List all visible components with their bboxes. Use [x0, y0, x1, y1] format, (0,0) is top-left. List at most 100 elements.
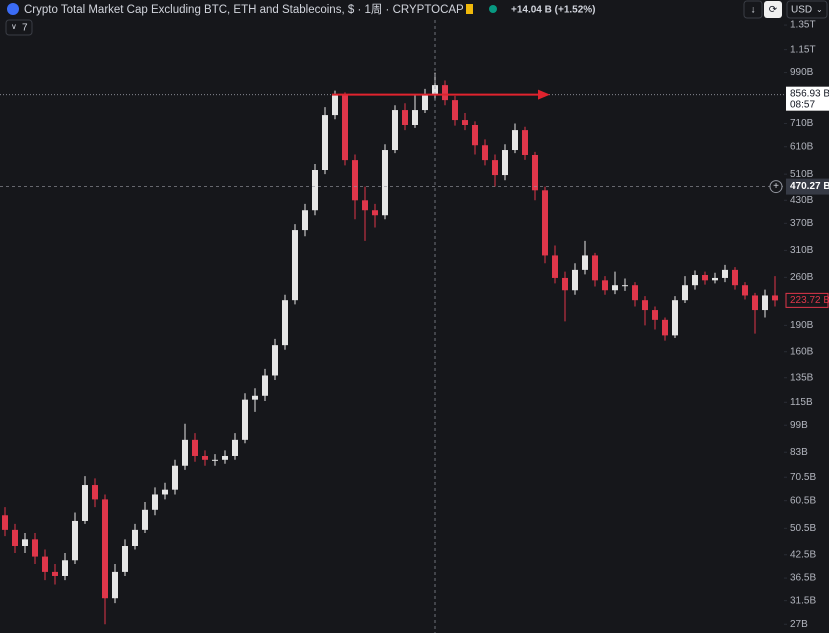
y-tick-label: 370B	[790, 218, 814, 229]
candle-body	[192, 439, 198, 456]
candle-body	[452, 100, 458, 121]
chart-title: Crypto Total Market Cap Excluding BTC, E…	[24, 3, 464, 16]
y-tick-label: 99B	[790, 420, 808, 431]
candle-body	[22, 539, 28, 547]
currency-button[interactable]	[786, 0, 828, 19]
candle-body	[692, 275, 698, 286]
candle-body	[322, 115, 328, 171]
y-tick-label: 50.5B	[790, 523, 816, 534]
candle-body	[622, 285, 628, 287]
last-price-label: 223.72 B	[790, 295, 829, 306]
crosshair-label-box	[786, 178, 829, 195]
candle-body	[372, 210, 378, 216]
candle-body	[572, 269, 578, 291]
arrow-head	[538, 89, 550, 100]
price-change: +14.04 B (+1.52%)	[511, 5, 596, 16]
candle-body	[182, 439, 188, 466]
candle-body	[122, 546, 128, 572]
candle-body	[492, 160, 498, 176]
candle-body	[652, 310, 658, 320]
y-tick-label: 36.5B	[790, 573, 816, 584]
candle-body	[212, 459, 218, 461]
candle-body	[292, 230, 298, 301]
price-scale: 1.35T 1.15T 990B 710B 610B 510B 430B 370B 310B 26…	[769, 20, 829, 630]
y-tick-label: 31.5B	[790, 595, 816, 606]
y-tick-label: 1.35T	[790, 20, 816, 31]
candle-body	[552, 255, 558, 278]
candle-body	[562, 277, 568, 291]
currency-caret: ⌄	[816, 5, 823, 14]
candle-body	[312, 170, 318, 211]
candle-body	[342, 95, 348, 161]
y-tick-label: 42.5B	[790, 549, 816, 560]
download-button[interactable]	[743, 0, 763, 19]
y-tick-label: 27B	[790, 619, 808, 630]
marker-label-box	[786, 86, 829, 111]
marker-countdown: 08:57	[790, 99, 815, 110]
y-tick-label: 83B	[790, 447, 808, 458]
marker-label: 856.93 B	[790, 88, 829, 99]
candle-body	[522, 130, 528, 155]
candle-body	[142, 509, 148, 530]
add-alert-button[interactable]	[769, 180, 783, 194]
candle-body	[732, 269, 738, 286]
symbol-icon	[7, 3, 19, 15]
status-dot	[489, 5, 497, 13]
candle-body	[72, 520, 78, 561]
candle-body	[332, 95, 338, 116]
candle-body	[222, 455, 228, 460]
candle-body	[772, 295, 778, 301]
candle-body	[2, 515, 8, 530]
candle-body	[132, 529, 138, 547]
candle-body	[82, 485, 88, 521]
candle-body	[512, 130, 518, 151]
candle-body	[442, 85, 448, 101]
y-tick-label: 990B	[790, 67, 814, 78]
candle-body	[102, 499, 108, 599]
indicator-toggle[interactable]	[5, 19, 33, 36]
candle-body	[422, 95, 428, 111]
y-tick-label: 310B	[790, 245, 814, 256]
y-tick-label: 710B	[790, 118, 814, 129]
y-tick-label: 1.15T	[790, 44, 816, 55]
y-tick-label: 260B	[790, 272, 814, 283]
add-alert-icon: +	[773, 181, 779, 192]
y-tick-label: 190B	[790, 320, 814, 331]
candle-body	[32, 539, 38, 557]
refresh-icon: ⟳	[769, 5, 778, 16]
candle-body	[362, 200, 368, 211]
candle-body	[272, 345, 278, 376]
candle-body	[262, 375, 268, 396]
candle-body	[592, 255, 598, 281]
candle-body	[92, 485, 98, 500]
candle-body	[702, 275, 708, 281]
y-tick-label: 610B	[790, 141, 814, 152]
plot-area	[0, 20, 784, 633]
candle-body	[472, 125, 478, 146]
candle-body	[532, 154, 538, 191]
y-tick-label: 115B	[790, 397, 813, 408]
candle-body	[742, 285, 748, 296]
y-tick-label: 60.5B	[790, 495, 816, 506]
candle-body	[172, 465, 178, 490]
candle-body	[612, 285, 618, 291]
candle-body	[762, 295, 768, 311]
candle-body	[582, 255, 588, 270]
candle-body	[382, 150, 388, 216]
candle-body	[402, 110, 408, 126]
candle-body	[602, 280, 608, 291]
y-tick-label: 510B	[790, 169, 814, 180]
flag-icon	[466, 4, 473, 14]
refresh-button[interactable]	[764, 1, 782, 18]
y-tick-label: 135B	[790, 372, 814, 383]
candle-body	[52, 571, 58, 576]
candle-body	[482, 145, 488, 161]
candle-body	[42, 556, 48, 572]
header: Crypto Total Market Cap Excluding BTC, E…	[5, 0, 828, 36]
candle-body	[302, 210, 308, 231]
candle-body	[632, 285, 638, 301]
candle-body	[152, 494, 158, 510]
candle-body	[352, 160, 358, 201]
y-tick-label: 70.5B	[790, 472, 816, 483]
